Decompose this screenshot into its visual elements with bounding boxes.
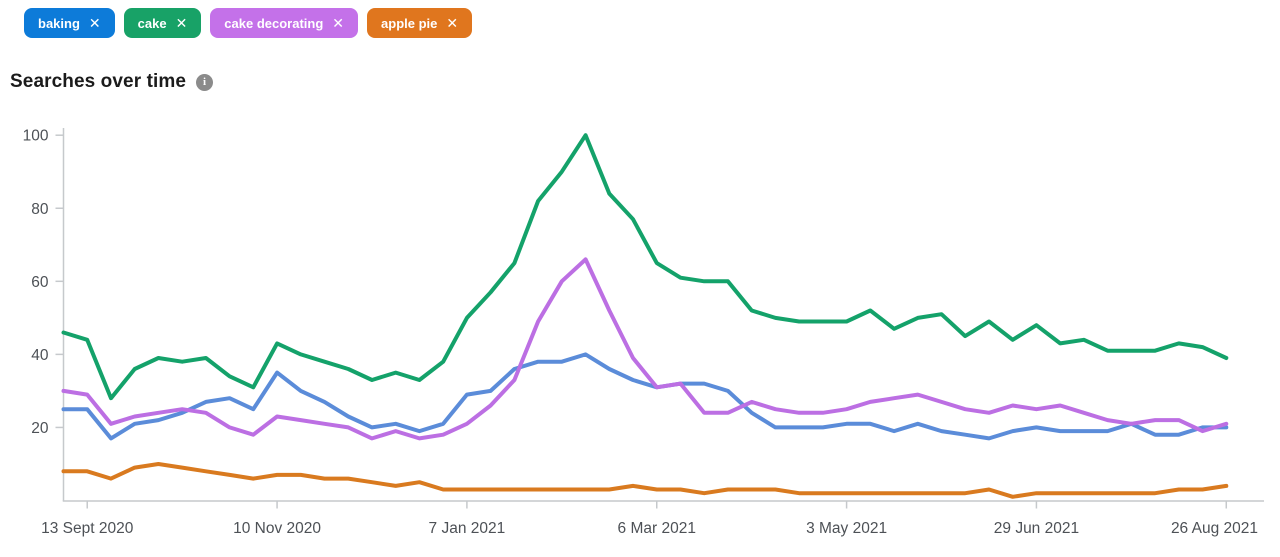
filter-tag-baking[interactable]: baking ✕ bbox=[24, 8, 115, 38]
y-axis-tick-label: 40 bbox=[31, 347, 49, 364]
y-axis-tick-label: 80 bbox=[31, 201, 49, 218]
filter-tag-cake[interactable]: cake ✕ bbox=[123, 8, 202, 38]
y-axis-tick-label: 100 bbox=[23, 128, 49, 145]
search-term-filter-tags: baking ✕ cake ✕ cake decorating ✕ apple pie ✕ bbox=[24, 8, 473, 38]
remove-tag-icon[interactable]: ✕ bbox=[446, 15, 459, 31]
x-axis-tick-label: 29 Jun 2021 bbox=[994, 520, 1079, 537]
series-line-cake[interactable] bbox=[61, 133, 1229, 401]
x-axis-tick-label: 6 Mar 2021 bbox=[618, 520, 696, 537]
y-axis-tick-label: 60 bbox=[31, 274, 49, 291]
info-icon[interactable]: i bbox=[196, 73, 214, 91]
filter-tag-label: cake bbox=[137, 15, 167, 31]
filter-tag-label: apple pie bbox=[381, 15, 438, 31]
filter-tag-label: cake decorating bbox=[224, 15, 324, 31]
series-line-apple-pie[interactable] bbox=[61, 462, 1229, 499]
section-header: Searches over time i bbox=[10, 71, 214, 93]
series-line-baking[interactable] bbox=[61, 352, 1229, 441]
filter-tag-apple-pie[interactable]: apple pie ✕ bbox=[367, 8, 473, 38]
series-line-cake-decorating[interactable] bbox=[61, 257, 1229, 441]
x-axis-tick-label: 3 May 2021 bbox=[806, 520, 887, 537]
remove-tag-icon[interactable]: ✕ bbox=[88, 15, 101, 31]
remove-tag-icon[interactable]: ✕ bbox=[175, 15, 188, 31]
page-title: Searches over time bbox=[10, 71, 187, 92]
remove-tag-icon[interactable]: ✕ bbox=[332, 15, 345, 31]
filter-tag-label: baking bbox=[38, 15, 80, 31]
x-axis-tick-label: 10 Nov 2020 bbox=[233, 520, 321, 537]
x-axis-tick-label: 26 Aug 2021 bbox=[1171, 520, 1258, 537]
x-axis-tick-label: 7 Jan 2021 bbox=[429, 520, 506, 537]
y-axis-tick-label: 20 bbox=[31, 420, 49, 437]
x-axis-tick-label: 13 Sept 2020 bbox=[41, 520, 134, 537]
filter-tag-cake-decorating[interactable]: cake decorating ✕ bbox=[210, 8, 359, 38]
